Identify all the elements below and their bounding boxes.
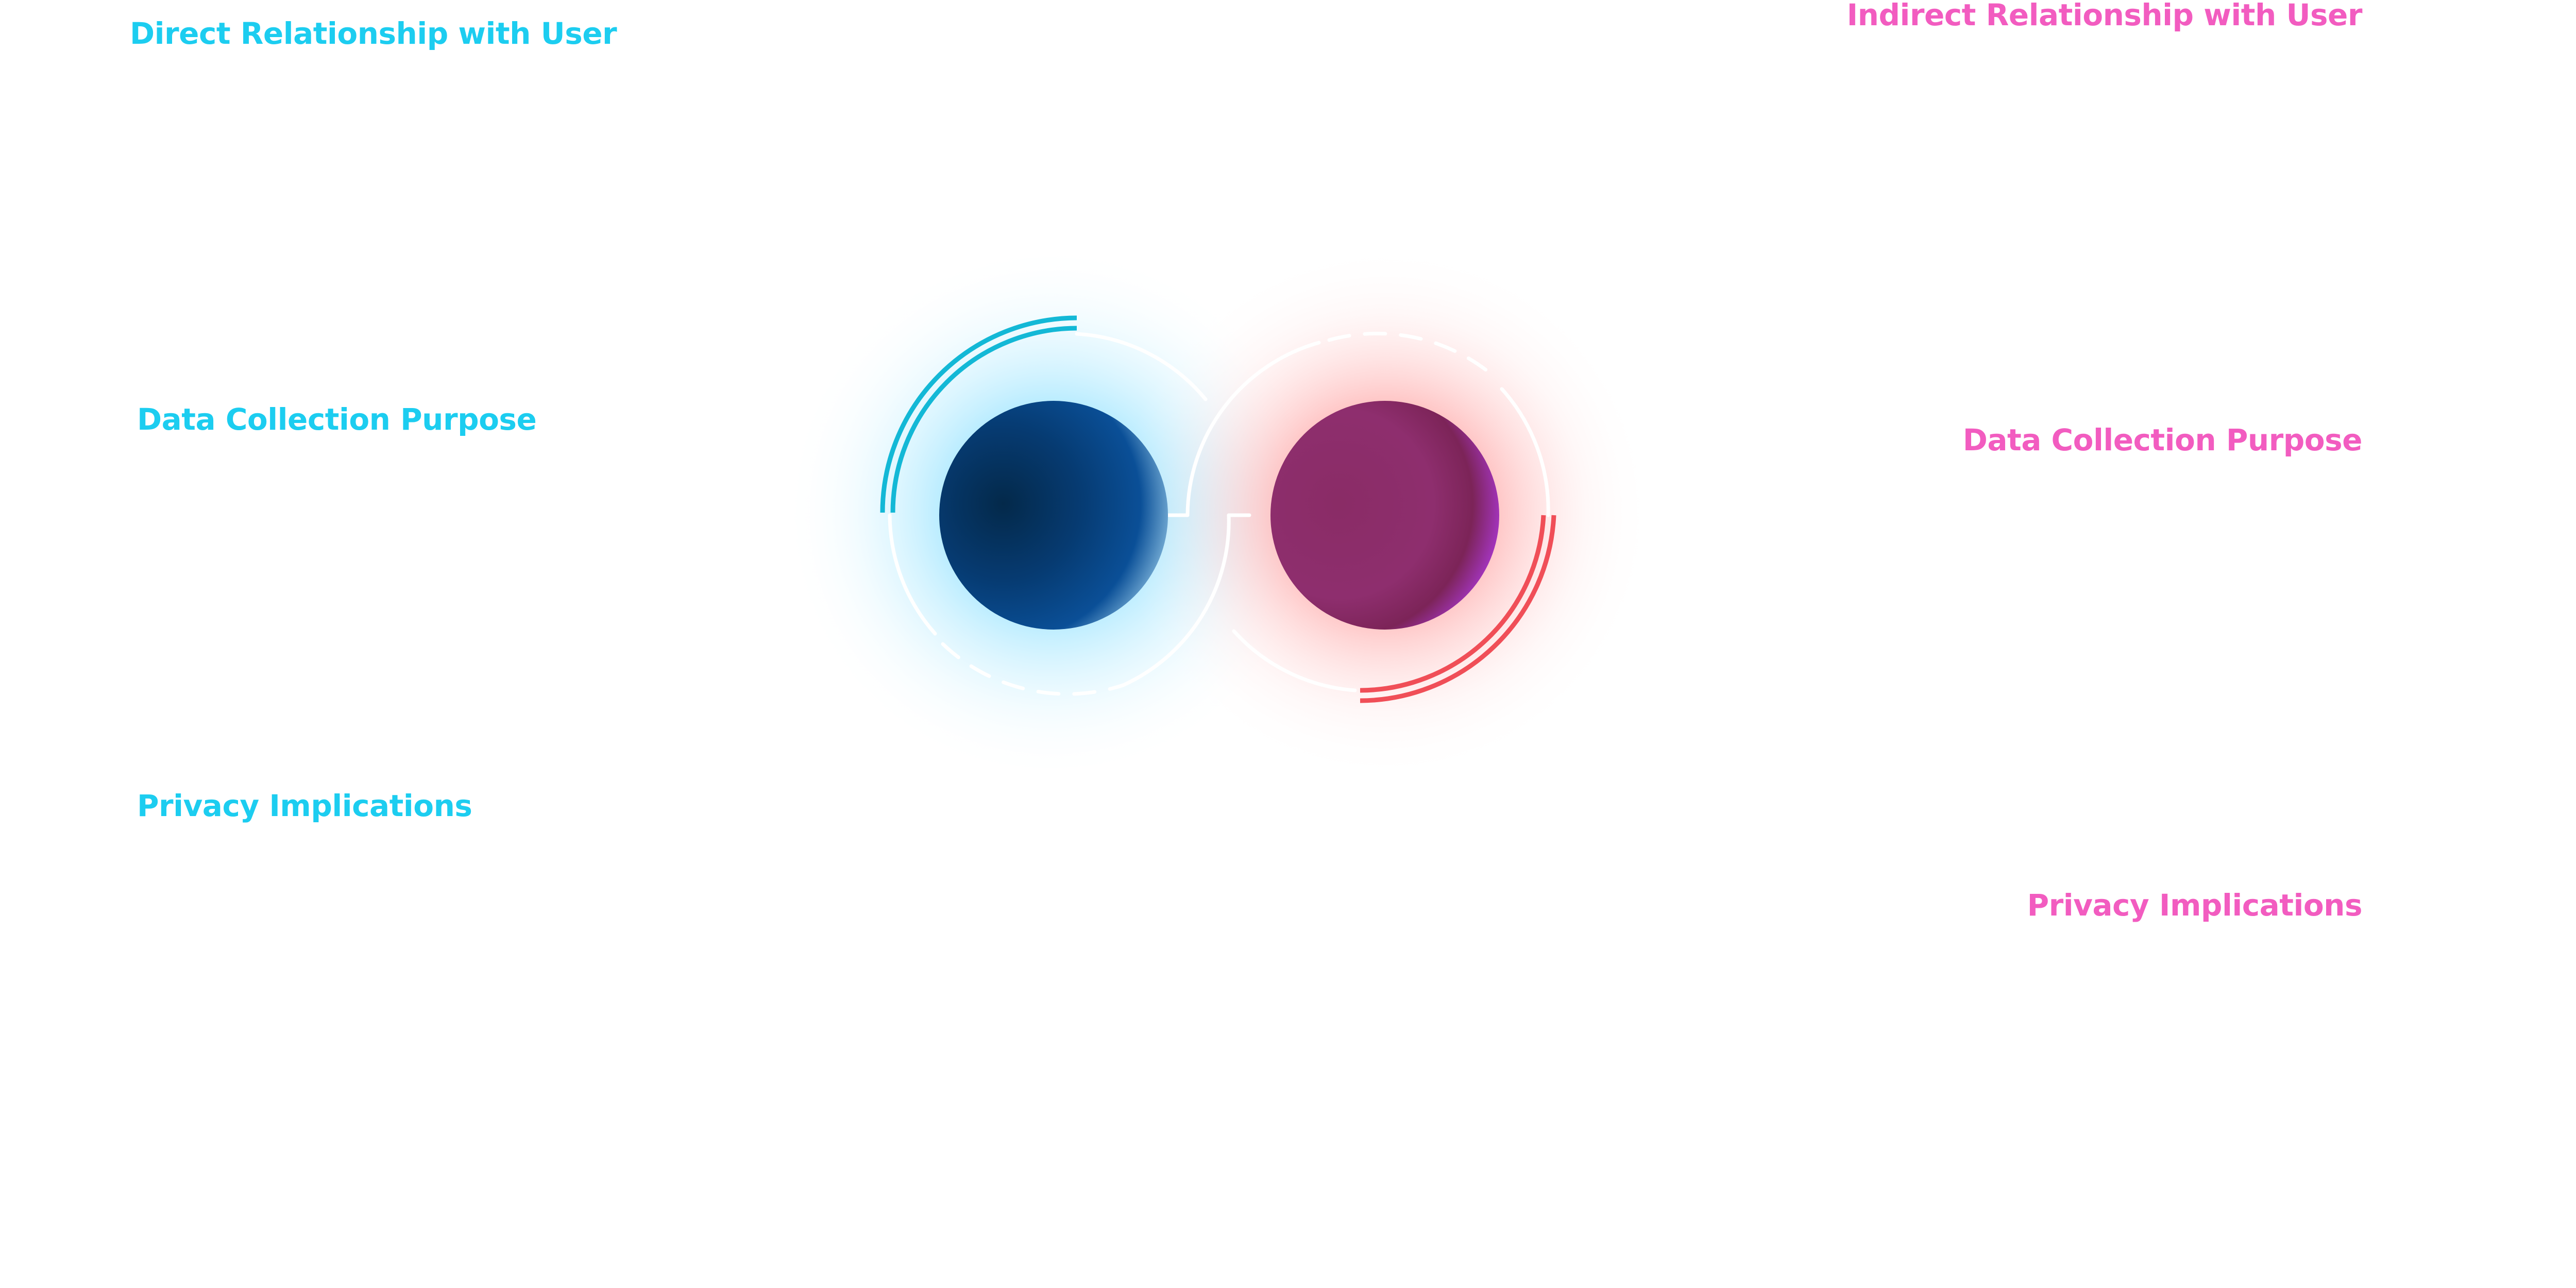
right-accent-arc (1360, 515, 1556, 703)
right-node (1270, 401, 1499, 630)
left-item-data-collection-purpose: Data Collection Purpose (137, 402, 537, 437)
left-heading: Direct Relationship with User (130, 16, 617, 51)
left-orbit-ring (888, 332, 1231, 696)
right-heading: Indirect Relationship with User (1846, 0, 2363, 32)
right-item-privacy-implications: Privacy Implications (2027, 888, 2363, 923)
left-accent-arc (880, 315, 1077, 513)
right-orbit-ring (1185, 331, 1550, 692)
left-item-privacy-implications: Privacy Implications (137, 788, 472, 823)
left-node (939, 401, 1168, 630)
right-item-data-collection-purpose: Data Collection Purpose (1962, 422, 2363, 457)
